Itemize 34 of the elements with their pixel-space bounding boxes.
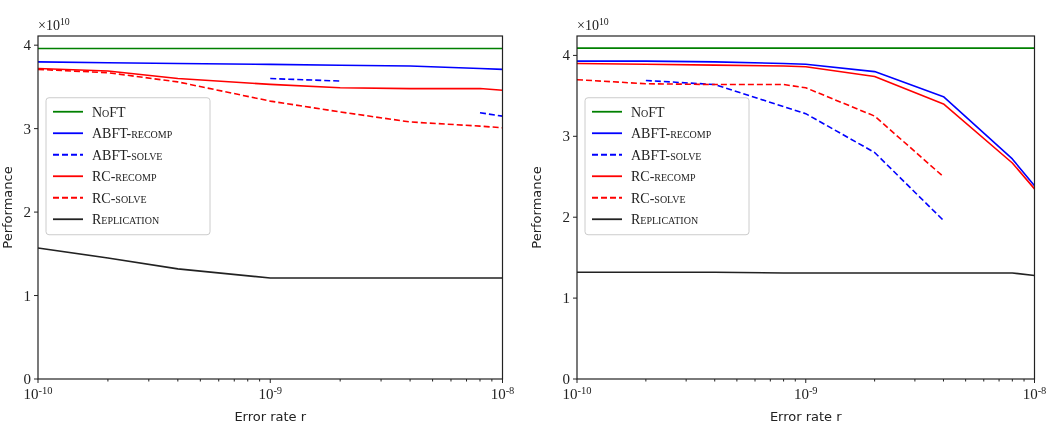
y-tick-label: 2 bbox=[23, 204, 31, 221]
legend-label: ABFT-recomp bbox=[630, 126, 712, 142]
y-tick-label: 4 bbox=[562, 47, 570, 64]
y-tick-label: 4 bbox=[23, 37, 32, 54]
x-tick-label: 10$^{-9}$ bbox=[258, 384, 283, 402]
legend-label: NoFT bbox=[630, 104, 665, 120]
text: ×10$^{10}$ bbox=[38, 15, 70, 33]
legend-label: ABFT-recomp bbox=[92, 126, 173, 142]
legend-label: NoFT bbox=[92, 104, 127, 120]
x-axis-title: Error rate r bbox=[234, 409, 307, 424]
legend-label: RC-recomp bbox=[92, 169, 157, 185]
x-tick-label: 10$^{-8}$ bbox=[1022, 384, 1046, 402]
x-tick-label: 10$^{-10}$ bbox=[562, 384, 591, 402]
y-tick-label: 3 bbox=[562, 128, 570, 145]
x-tick-label: 10$^{-8}$ bbox=[490, 384, 515, 402]
legend-label: RC-solve bbox=[630, 190, 686, 206]
legend-label: Replication bbox=[92, 212, 160, 228]
legend-label: ABFT-solve bbox=[92, 147, 163, 163]
legend-label: ABFT-solve bbox=[630, 147, 701, 163]
y-tick-label: 3 bbox=[23, 120, 31, 137]
x-tick-label: 10$^{-9}$ bbox=[793, 384, 818, 402]
y-tick-label: 1 bbox=[23, 287, 31, 304]
y-axis-title: Performance bbox=[528, 166, 544, 249]
legend-label: Replication bbox=[630, 212, 698, 228]
legend-label: RC-solve bbox=[92, 190, 147, 206]
y-tick-label: 0 bbox=[23, 371, 31, 387]
legend-label: RC-recomp bbox=[630, 169, 696, 185]
y-tick-label: 2 bbox=[562, 209, 570, 226]
y-axis-title: Performance bbox=[0, 166, 15, 249]
x-tick-label: 10$^{-10}$ bbox=[23, 384, 53, 402]
y-tick-label: 1 bbox=[562, 290, 570, 307]
x-axis-title: Error rate r bbox=[769, 409, 842, 424]
y-tick-label: 0 bbox=[562, 371, 570, 387]
text: ×10$^{10}$ bbox=[576, 15, 609, 33]
